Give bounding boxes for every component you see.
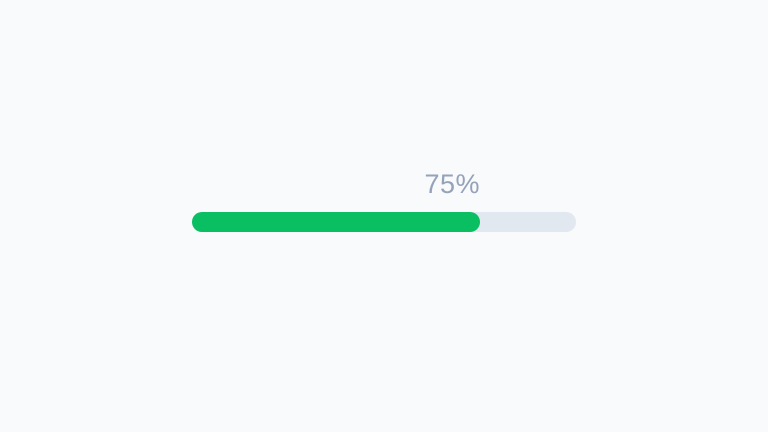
progress-bar-fill (192, 212, 480, 232)
progress-label-row: 75% (192, 171, 480, 198)
progress-percent-label: 75% (424, 169, 480, 199)
progress-widget: 75% (192, 171, 576, 232)
progress-bar-track (192, 212, 576, 232)
